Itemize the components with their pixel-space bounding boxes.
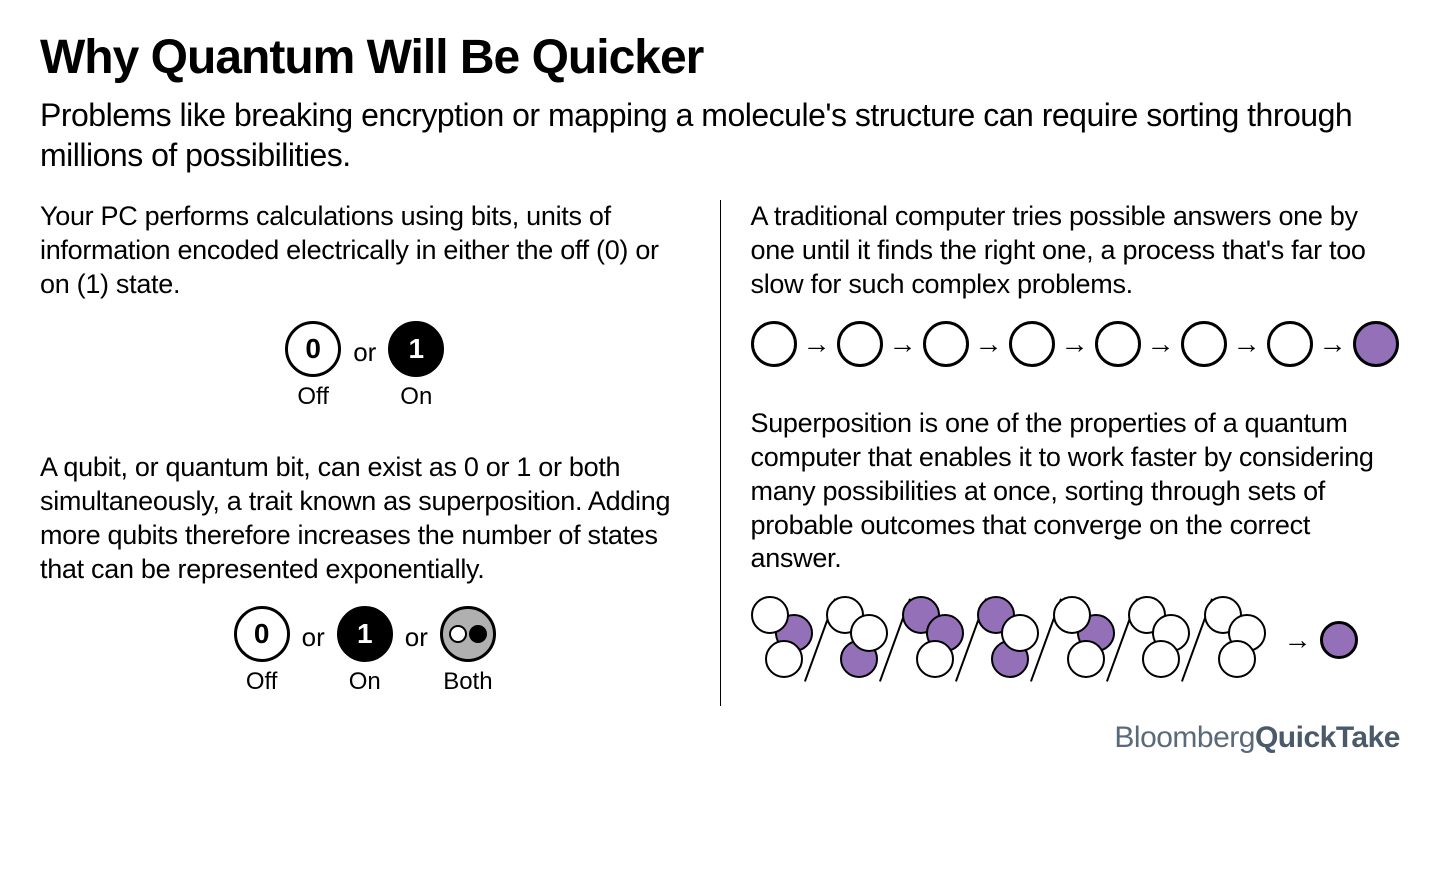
cluster-white-circle-icon <box>751 596 789 634</box>
sequential-search-diagram: → → → → → → → <box>751 321 1401 367</box>
state-cluster-icon <box>751 596 813 684</box>
arrow-icon: → <box>889 328 917 360</box>
superposition-white-dot-icon <box>449 625 467 643</box>
state-cluster-icon <box>1128 596 1190 684</box>
superposition-diagram: → <box>751 596 1401 684</box>
right-paragraph-1: A traditional computer tries possible an… <box>751 200 1401 301</box>
bit-zero-icon: 0 <box>285 321 341 377</box>
seq-empty-circle-icon <box>1267 321 1313 367</box>
or-label-2: or <box>302 622 325 681</box>
state-cluster-icon <box>977 596 1039 684</box>
cluster-white-circle-icon <box>1218 640 1256 678</box>
cluster-white-circle-icon <box>1053 596 1091 634</box>
bit-on-label: On <box>400 383 432 411</box>
cluster-white-circle-icon <box>1142 640 1180 678</box>
footer-attribution: BloombergQuickTake <box>40 721 1400 755</box>
converged-answer-circle-icon <box>1320 621 1358 659</box>
seq-empty-circle-icon <box>1181 321 1227 367</box>
page-title: Why Quantum Will Be Quicker <box>40 30 1400 85</box>
qubit-both-label: Both <box>443 668 492 696</box>
state-cluster-icon <box>1053 596 1115 684</box>
two-column-layout: Your PC performs calculations using bits… <box>40 200 1400 706</box>
qubit-off-label: Off <box>246 668 278 696</box>
right-column: A traditional computer tries possible an… <box>720 200 1401 706</box>
bit-on-group: 1 On <box>388 321 444 411</box>
seq-empty-circle-icon <box>837 321 883 367</box>
seq-empty-circle-icon <box>1009 321 1055 367</box>
cluster-white-circle-icon <box>916 640 954 678</box>
state-cluster-icon <box>902 596 964 684</box>
superposition-black-dot-icon <box>469 625 487 643</box>
arrow-icon: → <box>975 328 1003 360</box>
left-column: Your PC performs calculations using bits… <box>40 200 720 706</box>
seq-empty-circle-icon <box>923 321 969 367</box>
footer-brand: Bloomberg <box>1114 721 1255 754</box>
cluster-white-circle-icon <box>1067 640 1105 678</box>
or-label: or <box>353 337 376 396</box>
qubit-off-group: 0 Off <box>234 606 290 696</box>
state-cluster-icon <box>826 596 888 684</box>
qubit-on-group: 1 On <box>337 606 393 696</box>
cluster-white-circle-icon <box>1001 614 1039 652</box>
qubit-diagram: 0 Off or 1 On or Both <box>40 606 690 696</box>
left-paragraph-1: Your PC performs calculations using bits… <box>40 200 690 301</box>
page-subtitle: Problems like breaking encryption or map… <box>40 95 1400 175</box>
arrow-icon: → <box>1319 328 1347 360</box>
cluster-white-circle-icon <box>765 640 803 678</box>
state-cluster-icon <box>1204 596 1266 684</box>
arrow-icon: → <box>803 328 831 360</box>
seq-empty-circle-icon <box>751 321 797 367</box>
footer-product: QuickTake <box>1255 721 1400 754</box>
qubit-zero-icon: 0 <box>234 606 290 662</box>
qubit-one-icon: 1 <box>337 606 393 662</box>
arrow-icon: → <box>1233 328 1261 360</box>
or-label-3: or <box>405 622 428 681</box>
seq-empty-circle-icon <box>1095 321 1141 367</box>
arrow-icon: → <box>1284 624 1312 656</box>
qubit-both-icon <box>440 606 496 662</box>
arrow-icon: → <box>1061 328 1089 360</box>
arrow-icon: → <box>1147 328 1175 360</box>
seq-answer-circle-icon <box>1353 321 1399 367</box>
qubit-both-group: Both <box>440 606 496 696</box>
cluster-white-circle-icon <box>850 614 888 652</box>
bit-one-icon: 1 <box>388 321 444 377</box>
qubit-on-label: On <box>349 668 381 696</box>
bit-off-label: Off <box>297 383 329 411</box>
right-paragraph-2: Superposition is one of the properties o… <box>751 407 1401 576</box>
classical-bit-diagram: 0 Off or 1 On <box>40 321 690 411</box>
bit-off-group: 0 Off <box>285 321 341 411</box>
left-paragraph-2: A qubit, or quantum bit, can exist as 0 … <box>40 451 690 586</box>
